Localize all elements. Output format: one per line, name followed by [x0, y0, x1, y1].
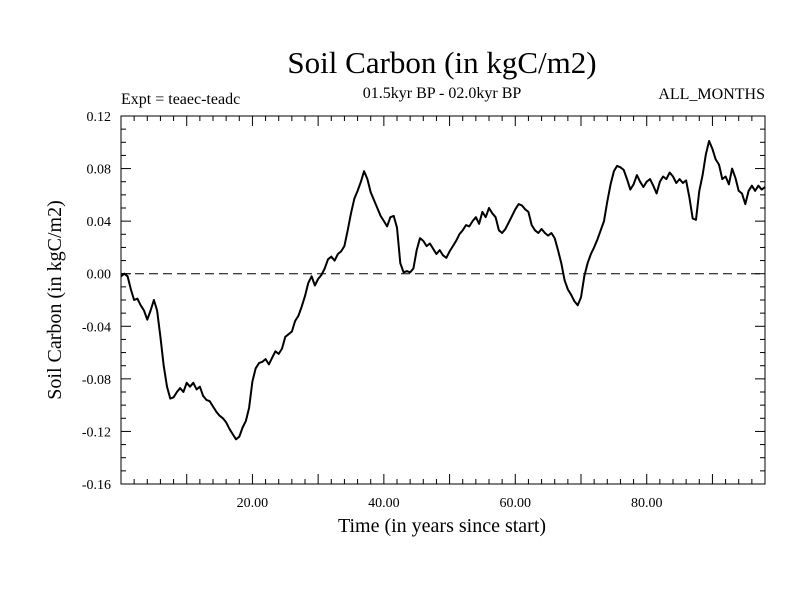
- plot-frame: [120, 115, 766, 485]
- x-tick-label: 80.00: [631, 496, 663, 511]
- x-tick-label: 20.00: [237, 496, 269, 511]
- y-tick-label: 0.04: [87, 215, 112, 230]
- x-axis-ticks: [133, 116, 753, 484]
- experiment-note: Expt = teaec-teadc: [121, 91, 240, 108]
- y-tick-label: 0.08: [87, 163, 112, 178]
- y-axis-label: Soil Carbon (in kgC/m2): [44, 200, 66, 399]
- y-tick-label: -0.16: [82, 478, 111, 493]
- chart-subtitle: 01.5kyr BP - 02.0kyr BP: [363, 85, 522, 102]
- y-tick-label: -0.12: [82, 425, 111, 440]
- x-tick-label: 40.00: [368, 496, 400, 511]
- months-note: ALL_MONTHS: [658, 86, 765, 103]
- y-tick-label: -0.04: [82, 320, 111, 335]
- x-axis-tick-labels: 20.00 40.00 60.00 80.00: [237, 496, 663, 511]
- x-axis-label: Time (in years since start): [338, 515, 546, 537]
- x-tick-label: 60.00: [500, 496, 532, 511]
- y-tick-label: 0.12: [87, 110, 112, 125]
- chart-title: Soil Carbon (in kgC/m2): [287, 45, 596, 80]
- y-tick-label: -0.08: [82, 373, 111, 388]
- soil-carbon-series-line: [120, 140, 766, 441]
- y-axis-ticks: [121, 128, 765, 472]
- y-axis-tick-labels: -0.16 -0.12 -0.08 -0.04 0.00 0.04 0.08 0.12: [82, 110, 111, 493]
- y-tick-label: 0.00: [87, 268, 112, 283]
